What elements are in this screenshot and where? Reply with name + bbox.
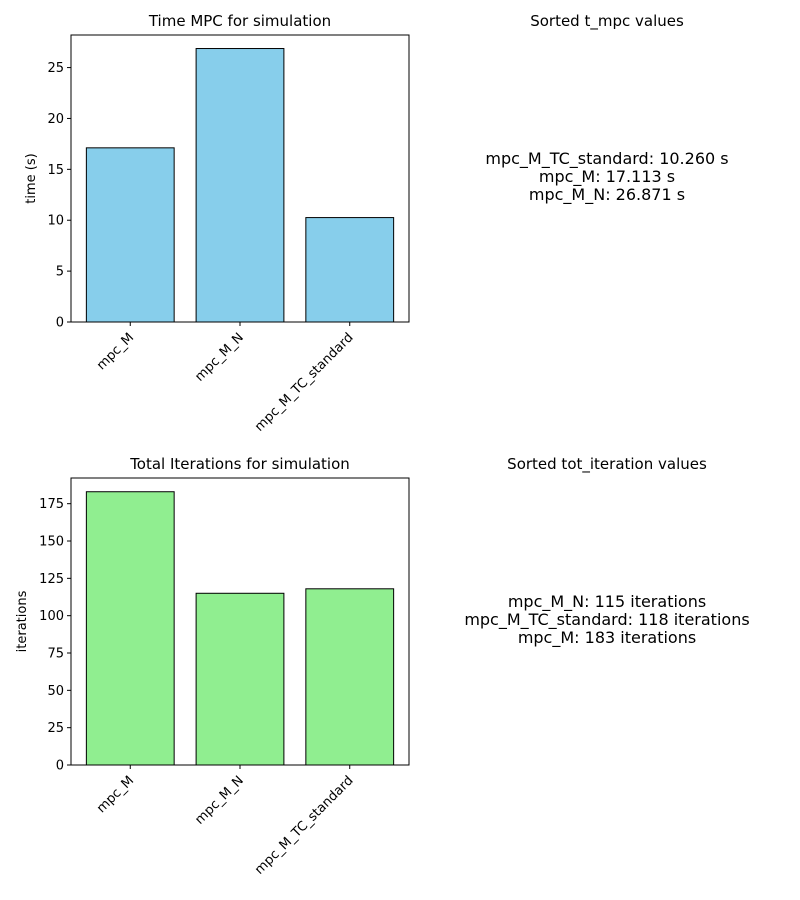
chart-1-bar (85, 147, 175, 323)
chart-2-x-tick-label: mpc_M_TC_standard (252, 773, 356, 877)
sorted-t-mpc-line: mpc_M_TC_standard: 10.260 s (485, 149, 729, 168)
chart-2-bar (305, 588, 395, 766)
chart-1-title: Time MPC for simulation (148, 12, 331, 30)
chart-2-y-tick-label: 150 (39, 535, 64, 550)
chart-2-y-axis-label: iterations (15, 590, 30, 652)
chart-1-y-tick-label: 20 (47, 112, 64, 127)
sorted-iterations-line: mpc_M: 183 iterations (517, 628, 697, 647)
sorted-iterations-text: mpc_M_N: 115 iterations mpc_M_TC_standar… (457, 593, 757, 647)
chart-1-y-tick-label: 25 (47, 61, 64, 76)
chart-2-y-tick-label: 125 (39, 572, 64, 587)
chart-2-title: Total Iterations for simulation (129, 455, 350, 473)
sorted-iterations-line: mpc_M_N: 115 iterations (507, 592, 707, 611)
chart-2-y-tick-label: 50 (47, 684, 64, 699)
sorted-t-mpc-line: mpc_M: 17.113 s (538, 167, 676, 186)
chart-2-x-tick-label: mpc_M (94, 773, 137, 816)
chart-2-y-tick-label: 25 (47, 721, 64, 736)
sorted-iterations-title: Sorted tot_iteration values (507, 455, 707, 473)
chart-1-bar (195, 48, 285, 323)
sorted-t-mpc-title: Sorted t_mpc values (530, 12, 684, 30)
sorted-t-mpc-text: mpc_M_TC_standard: 10.260 s mpc_M: 17.11… (457, 150, 757, 204)
sorted-t-mpc-line: mpc_M_N: 26.871 s (528, 185, 686, 204)
chart-1-y-tick-label: 5 (56, 265, 64, 280)
chart-2-y-tick-label: 75 (47, 647, 64, 662)
sorted-iterations-line: mpc_M_TC_standard: 118 iterations (464, 610, 750, 629)
chart-1-x-tick-label: mpc_M_TC_standard (252, 330, 356, 434)
chart-1-y-tick-label: 0 (56, 316, 64, 331)
chart-1-y-tick-label: 15 (47, 163, 64, 178)
chart-1-x-tick-label: mpc_M (94, 330, 137, 373)
chart-2-y-tick-label: 175 (39, 497, 64, 512)
chart-2-y-tick-label: 100 (39, 609, 64, 624)
chart-1-bar (305, 217, 395, 323)
chart-1-y-axis-label: time (s) (24, 153, 39, 203)
chart-2-bar (195, 592, 285, 766)
chart-2-x-tick-label: mpc_M_N (192, 773, 246, 827)
chart-1-y-tick-label: 10 (47, 214, 64, 229)
chart-1-x-tick-label: mpc_M_N (192, 330, 246, 384)
chart-2-y-tick-label: 0 (56, 759, 64, 774)
chart-2-bar (85, 491, 175, 766)
